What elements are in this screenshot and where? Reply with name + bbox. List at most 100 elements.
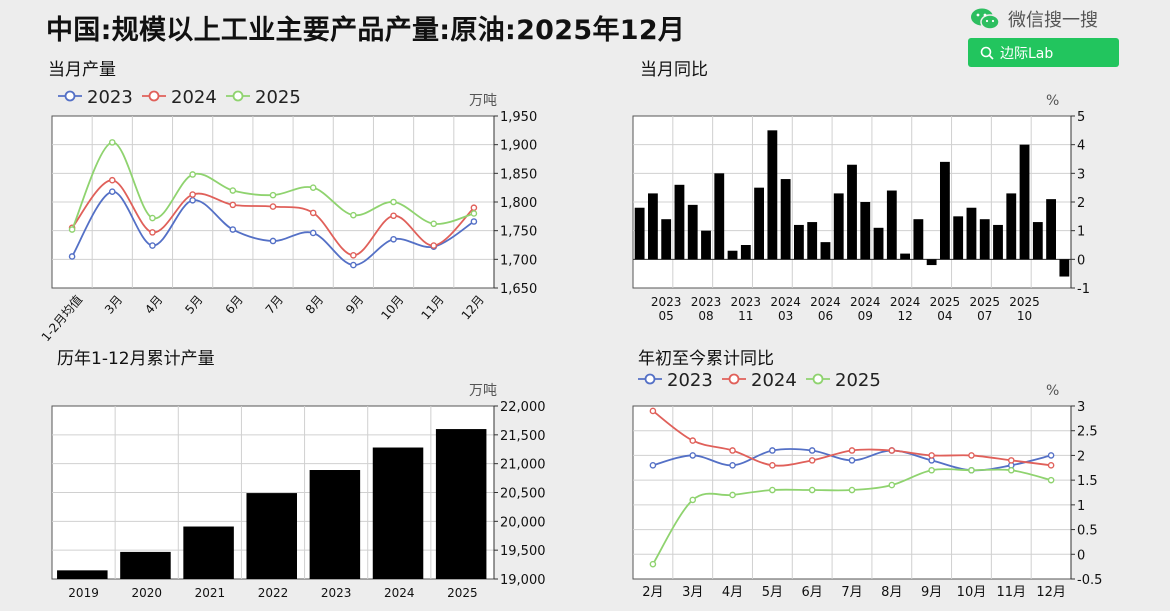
cumulative-bar: [246, 493, 297, 579]
ytd-y-tick-label: 2: [1077, 449, 1085, 464]
cumulative-bar: [57, 570, 108, 579]
ytd-x-tick-label: 9月: [921, 585, 942, 600]
monthly-point-2023: [108, 188, 116, 195]
monthly-point-2025: [470, 210, 478, 217]
ytd-point-2023: [729, 462, 736, 469]
ytd-point-2025: [848, 486, 856, 494]
yoy-y-tick-label: 4: [1077, 139, 1085, 154]
monthly-x-tick-label: 10月: [378, 293, 406, 323]
cumulative-bar: [120, 551, 171, 579]
monthly-point-2025: [350, 211, 357, 219]
yoy-x-tick-month: 10: [1017, 309, 1032, 323]
ytd-y-tick-label: -0.5: [1077, 573, 1102, 588]
ytd-legend-marker: [812, 373, 824, 385]
monthly-y-tick-label: 1,900: [500, 139, 537, 154]
ytd-y-tick-label: 0.5: [1077, 524, 1098, 539]
cumulative-chart-title: 历年1-12月累计产量: [57, 349, 215, 369]
yoy-y-tick-label: 1: [1077, 225, 1085, 240]
ytd-x-tick-label: 10月: [957, 585, 987, 600]
ytd-x-tick-label: 3月: [682, 585, 703, 600]
ytd-point-2023: [689, 452, 697, 459]
ytd-x-tick-label: 12月: [1036, 585, 1066, 600]
ytd-legend-marker: [644, 373, 656, 385]
ytd-y-unit: %: [1046, 383, 1059, 399]
ytd-point-2024: [1047, 462, 1055, 469]
ytd-legend-marker: [728, 373, 740, 385]
ytd-point-2025: [1007, 466, 1015, 474]
ytd-x-tick-label: 8月: [881, 585, 902, 600]
yoy-bar: [873, 227, 884, 260]
yoy-y-unit: %: [1046, 93, 1059, 109]
monthly-point-2025: [229, 187, 237, 194]
monthly-x-tick-label: 3月: [102, 293, 125, 317]
yoy-bar: [727, 250, 738, 260]
wechat-brand: 微信搜一搜: [970, 5, 1120, 33]
monthly-point-2024: [189, 191, 196, 198]
cumulative-y-tick-label: 19,000: [500, 573, 546, 588]
monthly-point-2024: [309, 209, 317, 217]
ytd-x-tick-label: 6月: [802, 585, 823, 600]
monthly-point-2024: [269, 203, 277, 210]
monthly-point-2023: [189, 196, 196, 204]
ytd-point-2025: [888, 481, 896, 489]
cumulative-bar: [372, 447, 424, 579]
monthly-y-tick-label: 1,750: [500, 225, 537, 240]
ytd-x-tick-label: 4月: [722, 585, 743, 600]
monthly-point-2023: [350, 261, 357, 269]
yoy-bar: [953, 216, 964, 260]
yoy-x-tick-month: 03: [778, 309, 793, 323]
yoy-bar: [979, 219, 990, 260]
monthly-x-tick-label: 11月: [419, 293, 447, 323]
yoy-bar: [926, 259, 937, 266]
monthly-y-tick-label: 1,950: [500, 110, 537, 125]
monthly-legend-label: 2023: [87, 87, 133, 108]
monthly-x-tick-label: 6月: [223, 293, 246, 317]
cumulative-x-tick-label: 2024: [384, 586, 415, 600]
ytd-point-2023: [769, 447, 776, 454]
ytd-y-tick-label: 2.5: [1077, 425, 1098, 440]
yoy-bar: [674, 184, 685, 260]
ytd-point-2024: [928, 452, 935, 459]
yoy-bar: [1006, 193, 1017, 260]
cumulative-y-tick-label: 21,500: [500, 429, 546, 444]
monthly-chart-title: 当月产量: [48, 60, 116, 80]
yoy-x-tick-year: 2024: [850, 295, 881, 309]
monthly-point-2024: [350, 252, 357, 259]
wechat-icon: [971, 8, 1000, 30]
yoy-bar: [687, 204, 698, 260]
yoy-x-tick-year: 2025: [930, 295, 961, 309]
monthly-y-unit: 万吨: [469, 93, 497, 109]
cumulative-y-unit: 万吨: [469, 383, 497, 399]
ytd-y-tick-label: 1: [1077, 499, 1085, 514]
yoy-y-tick-label: 5: [1077, 110, 1085, 125]
monthly-legend-marker: [232, 90, 244, 102]
ytd-point-2023: [1047, 452, 1055, 459]
yoy-bar: [1019, 144, 1030, 260]
monthly-x-tick-label: 4月: [142, 293, 165, 317]
monthly-legend-label: 2025: [255, 87, 301, 108]
yoy-bar: [780, 179, 791, 260]
ytd-point-2025: [649, 560, 657, 568]
monthly-point-2025: [108, 139, 116, 146]
monthly-legend-marker: [64, 90, 76, 102]
monthly-x-tick-label: 12月: [459, 293, 487, 323]
yoy-y-tick-label: 0: [1077, 253, 1085, 268]
yoy-bar: [807, 222, 818, 260]
monthly-y-tick-label: 1,850: [500, 167, 537, 182]
ytd-legend-label: 2023: [667, 370, 713, 391]
yoy-bar: [661, 219, 672, 260]
ytd-point-2023: [848, 457, 856, 464]
search-button[interactable]: 边际Lab: [968, 38, 1119, 67]
yoy-x-tick-year: 2024: [810, 295, 841, 309]
ytd-x-tick-label: 11月: [996, 585, 1026, 600]
monthly-point-2023: [309, 229, 317, 237]
yoy-x-tick-month: 07: [977, 309, 992, 323]
ytd-point-2023: [808, 447, 816, 454]
yoy-x-tick-year: 2023: [731, 295, 762, 309]
yoy-y-tick-label: 3: [1077, 167, 1085, 182]
yoy-x-tick-month: 12: [897, 309, 912, 323]
cumulative-bar: [183, 526, 234, 579]
ytd-point-2024: [769, 462, 776, 469]
ytd-point-2024: [808, 457, 816, 464]
